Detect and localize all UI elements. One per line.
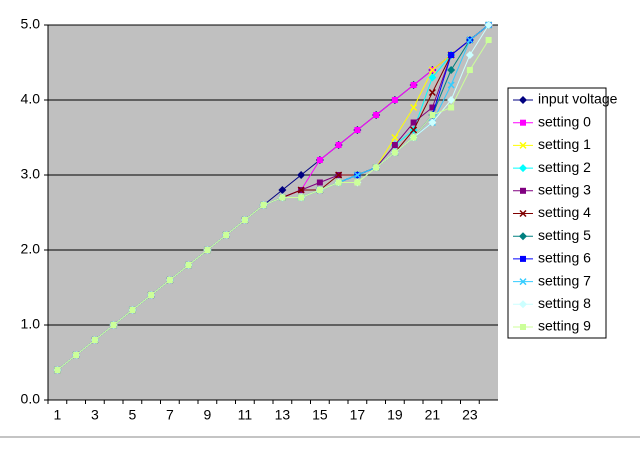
legend-label: setting 7	[538, 272, 591, 288]
data-point	[335, 179, 342, 186]
data-point	[429, 112, 436, 118]
x-tick-label: 23	[462, 407, 478, 423]
data-point	[54, 367, 61, 373]
data-point	[410, 126, 418, 134]
data-point	[166, 277, 173, 283]
legend-label: setting 8	[538, 295, 591, 311]
x-tick-label: 3	[91, 407, 99, 423]
plot-area	[48, 25, 498, 400]
data-point	[73, 352, 80, 358]
data-point	[391, 97, 398, 103]
y-tick-label: 0.0	[21, 391, 41, 407]
data-point	[485, 37, 492, 43]
data-point	[223, 232, 230, 238]
legend-label: input voltage	[538, 91, 618, 107]
legend-marker	[520, 324, 526, 330]
y-tick-label: 2.0	[21, 241, 41, 257]
data-point	[185, 262, 192, 268]
data-point	[391, 149, 398, 156]
data-point	[447, 66, 456, 74]
data-point	[335, 171, 343, 179]
data-point	[354, 179, 361, 186]
legend-marker	[520, 255, 526, 262]
x-tick-label: 15	[312, 407, 328, 423]
data-point	[466, 36, 474, 44]
legend-marker	[519, 96, 527, 104]
data-point	[391, 133, 399, 142]
x-tick-label: 5	[128, 407, 136, 423]
data-point	[410, 119, 417, 126]
y-tick-label: 4.0	[21, 91, 41, 107]
data-point	[354, 127, 361, 133]
legend-marker	[519, 278, 527, 286]
data-point	[316, 179, 323, 186]
data-point	[297, 171, 306, 179]
data-point	[428, 66, 436, 74]
data-point	[410, 103, 418, 112]
x-tick-label: 13	[275, 407, 291, 423]
x-tick-label: 21	[425, 407, 441, 423]
data-point	[428, 73, 437, 82]
legend-label: setting 6	[538, 250, 591, 266]
data-point	[297, 186, 305, 194]
data-point	[448, 52, 455, 58]
x-tick-label: 9	[203, 407, 211, 423]
data-point	[353, 171, 361, 179]
data-point	[316, 157, 323, 163]
data-point	[447, 81, 455, 89]
series-line	[57, 39, 490, 371]
legend-marker	[519, 209, 527, 218]
legend-marker	[519, 164, 527, 173]
data-point	[129, 307, 136, 313]
data-point	[465, 51, 474, 59]
legend-label: setting 4	[538, 204, 591, 220]
data-point	[428, 118, 437, 127]
legend-label: setting 2	[538, 159, 591, 175]
legend-label: setting 9	[538, 318, 591, 334]
x-tick-label: 19	[387, 407, 403, 423]
data-point	[484, 21, 493, 29]
data-point	[260, 202, 267, 208]
data-point	[373, 112, 380, 118]
y-tick-label: 3.0	[21, 166, 41, 182]
x-tick-label: 17	[350, 407, 366, 423]
data-point	[204, 247, 211, 253]
data-point	[278, 186, 287, 194]
data-point	[148, 292, 155, 298]
data-point	[448, 104, 455, 111]
y-tick-label: 5.0	[21, 16, 41, 32]
y-tick-label: 1.0	[21, 316, 41, 332]
data-point	[241, 217, 248, 223]
data-point	[391, 142, 398, 148]
data-point	[298, 194, 305, 201]
data-point	[428, 88, 436, 97]
data-point	[410, 82, 417, 88]
data-point	[466, 67, 473, 73]
legend-label: setting 3	[538, 182, 591, 198]
legend-label: setting 0	[538, 113, 591, 129]
x-tick-label: 7	[166, 407, 174, 423]
legend-marker	[519, 141, 527, 149]
data-point	[373, 164, 380, 171]
data-point	[335, 142, 342, 148]
legend-marker	[520, 187, 526, 194]
x-tick-label: 11	[238, 407, 253, 423]
legend-label: setting 1	[538, 136, 591, 152]
data-point	[91, 337, 98, 343]
data-point	[410, 134, 417, 141]
legend-label: setting 5	[538, 227, 591, 243]
legend-marker	[519, 300, 527, 309]
x-tick-label: 1	[53, 407, 61, 423]
legend-marker	[519, 232, 527, 241]
data-point	[316, 187, 323, 193]
data-point	[447, 96, 456, 104]
data-point	[279, 194, 286, 201]
data-point	[110, 322, 117, 328]
data-point	[429, 104, 436, 111]
legend-marker	[520, 119, 526, 126]
